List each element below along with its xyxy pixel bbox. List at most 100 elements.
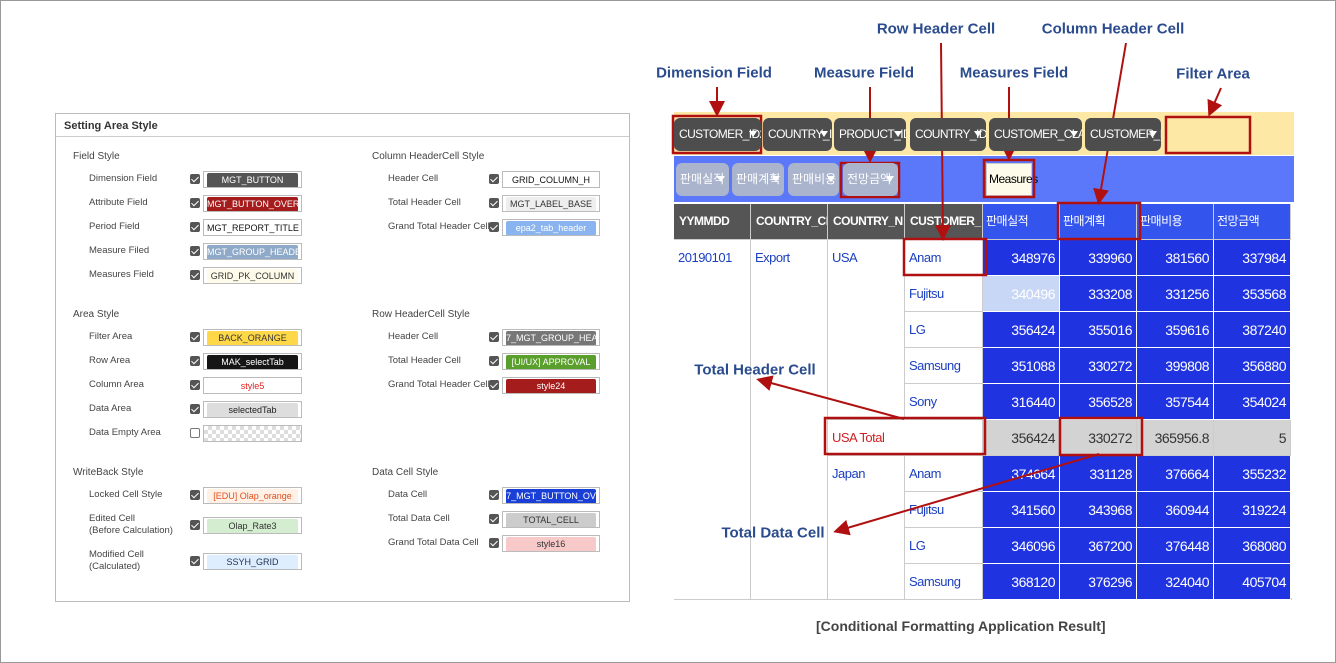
dimension-field[interactable]: COUNTRY_ID: [763, 118, 832, 151]
column-header[interactable]: 판매실적: [983, 204, 1060, 240]
style-preview[interactable]: style16: [502, 535, 600, 552]
checkbox[interactable]: [190, 246, 200, 256]
dimension-field[interactable]: COUNTRY_ID2: [910, 118, 986, 151]
data-cell[interactable]: 353568: [1214, 276, 1291, 312]
checkbox[interactable]: [190, 520, 200, 530]
row-header-cell[interactable]: USA: [828, 240, 905, 420]
data-cell[interactable]: 355016: [1060, 312, 1137, 348]
data-cell[interactable]: 340496: [983, 276, 1060, 312]
checkbox[interactable]: [489, 490, 499, 500]
checkbox[interactable]: [489, 174, 499, 184]
style-preview[interactable]: MGT_BUTTON_OVER: [203, 195, 302, 212]
style-preview[interactable]: TOTAL_CELL: [502, 511, 600, 528]
measure-field[interactable]: 판매비용: [788, 163, 839, 196]
data-cell[interactable]: 368120: [983, 564, 1060, 600]
checkbox[interactable]: [190, 198, 200, 208]
data-cell[interactable]: 341560: [983, 492, 1060, 528]
data-cell[interactable]: 357544: [1137, 384, 1214, 420]
checkbox[interactable]: [190, 356, 200, 366]
dimension-field[interactable]: CUSTOMER_ID: [1085, 118, 1161, 151]
column-header[interactable]: 전망금액: [1214, 204, 1291, 240]
checkbox[interactable]: [489, 332, 499, 342]
checkbox[interactable]: [190, 404, 200, 414]
data-cell[interactable]: 355232: [1214, 456, 1291, 492]
measure-field[interactable]: 판매계획: [732, 163, 784, 196]
style-preview[interactable]: SSYH_GRID: [203, 553, 302, 570]
row-header-cell[interactable]: Samsung: [905, 348, 983, 384]
style-preview[interactable]: [UI/UX] APPROVAL: [502, 353, 600, 370]
data-cell[interactable]: 360944: [1137, 492, 1214, 528]
data-cell[interactable]: 333208: [1060, 276, 1137, 312]
row-header-cell[interactable]: Sony: [905, 384, 983, 420]
row-header-cell[interactable]: Fujitsu: [905, 276, 983, 312]
column-header[interactable]: YYMMDD: [674, 204, 751, 240]
row-header-cell[interactable]: LG: [905, 528, 983, 564]
total-data-cell[interactable]: 330272: [1060, 420, 1137, 456]
style-preview[interactable]: [EDU] Olap_orange: [203, 487, 302, 504]
row-header-cell[interactable]: Anam: [905, 456, 983, 492]
checkbox[interactable]: [489, 356, 499, 366]
total-header-cell[interactable]: USA Total: [828, 420, 983, 456]
checkbox[interactable]: [190, 490, 200, 500]
style-preview[interactable]: MGT_REPORT_TITLE: [203, 219, 302, 236]
checkbox[interactable]: [190, 380, 200, 390]
data-cell[interactable]: 376296: [1060, 564, 1137, 600]
dimension-field[interactable]: CUSTOMER_ID2: [674, 118, 761, 151]
data-cell[interactable]: 356424: [983, 312, 1060, 348]
data-cell[interactable]: 324040: [1137, 564, 1214, 600]
data-cell[interactable]: 368080: [1214, 528, 1291, 564]
style-preview[interactable]: style5: [203, 377, 302, 394]
data-cell[interactable]: 319224: [1214, 492, 1291, 528]
total-data-cell[interactable]: 365956.8: [1137, 420, 1214, 456]
data-cell[interactable]: 387240: [1214, 312, 1291, 348]
data-cell[interactable]: 376448: [1137, 528, 1214, 564]
total-data-cell[interactable]: 356424: [983, 420, 1060, 456]
data-cell[interactable]: 399808: [1137, 348, 1214, 384]
measure-field[interactable]: 판매실적: [676, 163, 729, 196]
checkbox[interactable]: [190, 428, 200, 438]
checkbox[interactable]: [489, 198, 499, 208]
checkbox[interactable]: [190, 332, 200, 342]
style-preview[interactable]: GRID_COLUMN_H: [502, 171, 600, 188]
data-cell[interactable]: 330272: [1060, 348, 1137, 384]
checkbox[interactable]: [489, 380, 499, 390]
row-header-cell[interactable]: Export: [751, 240, 828, 600]
data-cell[interactable]: 346096: [983, 528, 1060, 564]
data-cell[interactable]: 348976: [983, 240, 1060, 276]
checkbox[interactable]: [190, 174, 200, 184]
data-cell[interactable]: 376664: [1137, 456, 1214, 492]
data-cell[interactable]: 359616: [1137, 312, 1214, 348]
column-header[interactable]: COUNTRY_CL: [751, 204, 828, 240]
checkbox[interactable]: [489, 514, 499, 524]
data-cell[interactable]: 356880: [1214, 348, 1291, 384]
style-preview[interactable]: MGT_BUTTON: [203, 171, 302, 188]
style-preview[interactable]: style24: [502, 377, 600, 394]
column-header[interactable]: 판매비용: [1137, 204, 1214, 240]
row-header-cell[interactable]: Japan: [828, 456, 905, 600]
row-header-cell[interactable]: 20190101: [674, 240, 751, 600]
row-header-cell[interactable]: Anam: [905, 240, 983, 276]
checkbox[interactable]: [190, 556, 200, 566]
checkbox[interactable]: [190, 222, 200, 232]
data-cell[interactable]: 343968: [1060, 492, 1137, 528]
measures-field[interactable]: Measures: [986, 163, 1038, 196]
checkbox[interactable]: [190, 270, 200, 280]
data-cell[interactable]: 337984: [1214, 240, 1291, 276]
data-cell[interactable]: 381560: [1137, 240, 1214, 276]
style-preview[interactable]: MGT_GROUP_HEADER: [203, 243, 302, 260]
style-preview[interactable]: [203, 425, 302, 442]
column-header[interactable]: CUSTOMER_: [905, 204, 983, 240]
data-cell[interactable]: 316440: [983, 384, 1060, 420]
data-cell[interactable]: 351088: [983, 348, 1060, 384]
measure-field[interactable]: 전망금액: [843, 163, 898, 196]
dimension-field[interactable]: PRODUCT_ID: [834, 118, 906, 151]
style-preview[interactable]: BACK_ORANGE: [203, 329, 302, 346]
dimension-field[interactable]: CUSTOMER_CLASS: [989, 118, 1082, 151]
row-header-cell[interactable]: Samsung: [905, 564, 983, 600]
style-preview[interactable]: 7_MGT_GROUP_HEA: [502, 329, 600, 346]
style-preview[interactable]: 7_MGT_BUTTON_OV: [502, 487, 600, 504]
style-preview[interactable]: GRID_PK_COLUMN: [203, 267, 302, 284]
data-cell[interactable]: 367200: [1060, 528, 1137, 564]
data-cell[interactable]: 331128: [1060, 456, 1137, 492]
data-cell[interactable]: 405704: [1214, 564, 1291, 600]
